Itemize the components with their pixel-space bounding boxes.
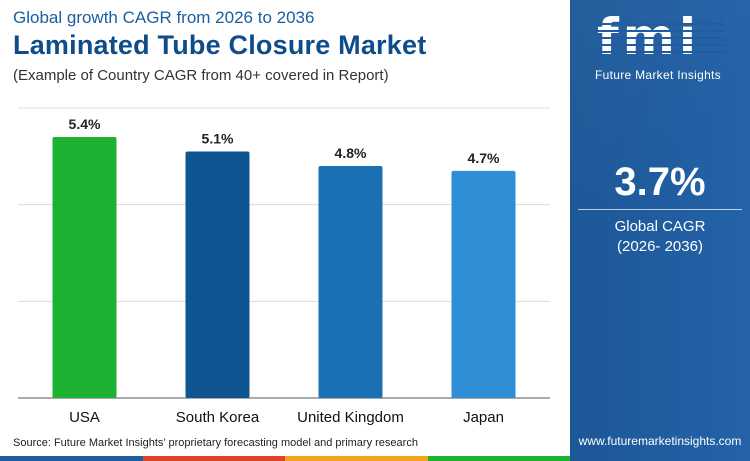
chart-subtitle: Global growth CAGR from 2026 to 2036 xyxy=(13,8,315,27)
bar-value-label: 4.8% xyxy=(335,145,367,161)
bottom-bar-segment-2 xyxy=(142,456,285,461)
global-cagr-period: (2026- 2036) xyxy=(617,238,703,255)
x-tick-label: United Kingdom xyxy=(297,409,404,426)
website-link[interactable]: www.futuremarketinsights.com xyxy=(578,434,742,448)
sidebar: fmi Future Market Insights 3.7% Global C… xyxy=(570,0,750,461)
bar-value-label: 4.7% xyxy=(468,150,500,166)
bar-united-kingdom xyxy=(318,166,383,398)
global-cagr-value: 3.7% xyxy=(614,160,706,204)
bottom-bar-segment-1 xyxy=(0,456,143,461)
cagr-divider xyxy=(578,209,742,210)
logo-stripe-overlay xyxy=(595,18,725,58)
fmi-logo: fmi Future Market Insights xyxy=(570,0,750,90)
chart-panel: Global growth CAGR from 2026 to 2036 Lam… xyxy=(0,8,570,461)
bottom-bar-segment-4 xyxy=(427,456,570,461)
x-tick-label: USA xyxy=(69,409,100,426)
chart-title: Laminated Tube Closure Market xyxy=(13,30,427,60)
bar-chart: 5.4% USA 5.1% South Korea 4.8% United Kingdom… xyxy=(18,107,550,426)
bar-south-korea xyxy=(185,151,250,398)
chart-note: (Example of Country CAGR from 40+ covere… xyxy=(13,67,389,84)
bottom-bar-segment-3 xyxy=(285,456,428,461)
x-tick-label: South Korea xyxy=(176,409,260,426)
bar-value-label: 5.4% xyxy=(69,116,101,132)
source-note: Source: Future Market Insights’ propriet… xyxy=(13,437,418,449)
global-cagr-label: Global CAGR xyxy=(614,218,706,235)
logo-tagline: Future Market Insights xyxy=(595,68,721,82)
bar-usa xyxy=(52,137,117,398)
x-tick-label: Japan xyxy=(463,409,504,426)
bar-value-label: 5.1% xyxy=(202,131,234,147)
bottom-color-bar xyxy=(0,456,570,461)
bar-japan xyxy=(451,170,516,398)
